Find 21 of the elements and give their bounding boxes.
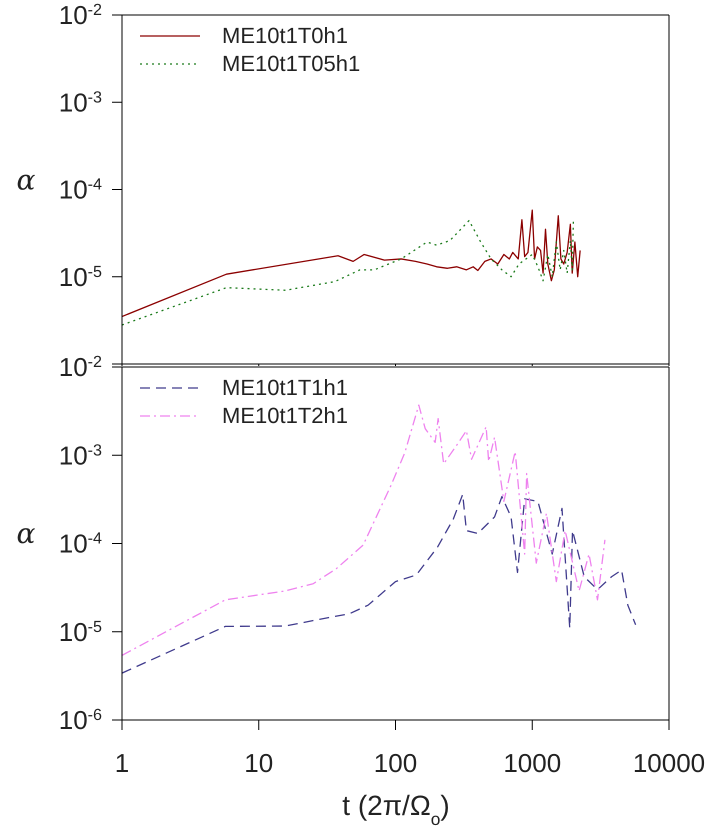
legend-label: ME10t1T1h1	[222, 375, 348, 401]
y-axis-title: α	[16, 164, 36, 196]
y-tick-label: 10$^{-4}$	[58, 528, 102, 558]
y-tick-label: 10$^{-2}$	[58, 352, 102, 382]
y-tick-label: 10$^{-5}$	[58, 262, 102, 292]
x-tick-label: 1	[114, 748, 130, 778]
legend-label: ME10t1T2h1	[222, 403, 348, 429]
y-tick-label: 10$^{-3}$	[58, 440, 102, 470]
y-tick-label: 10$^{-5}$	[58, 616, 102, 647]
legend-label: ME10t1T05h1	[222, 51, 360, 77]
y-tick-label: 10$^{-3}$	[58, 87, 102, 118]
x-tick-label: 10000	[632, 748, 706, 778]
x-axis-title: t (2π/Ω$_{o}$)	[342, 790, 450, 829]
y-axis-title: α	[16, 517, 36, 550]
y-tick-label: 10$^{-4}$	[58, 174, 102, 204]
x-tick-label: 10	[244, 748, 274, 778]
legend-label: ME10t1T0h1	[222, 23, 348, 49]
y-tick-label: 10$^{-2}$	[58, 0, 102, 30]
y-tick-label: 10$^{-6}$	[58, 705, 102, 735]
x-tick-label: 100	[374, 748, 418, 778]
x-tick-label: 1000	[503, 748, 562, 778]
